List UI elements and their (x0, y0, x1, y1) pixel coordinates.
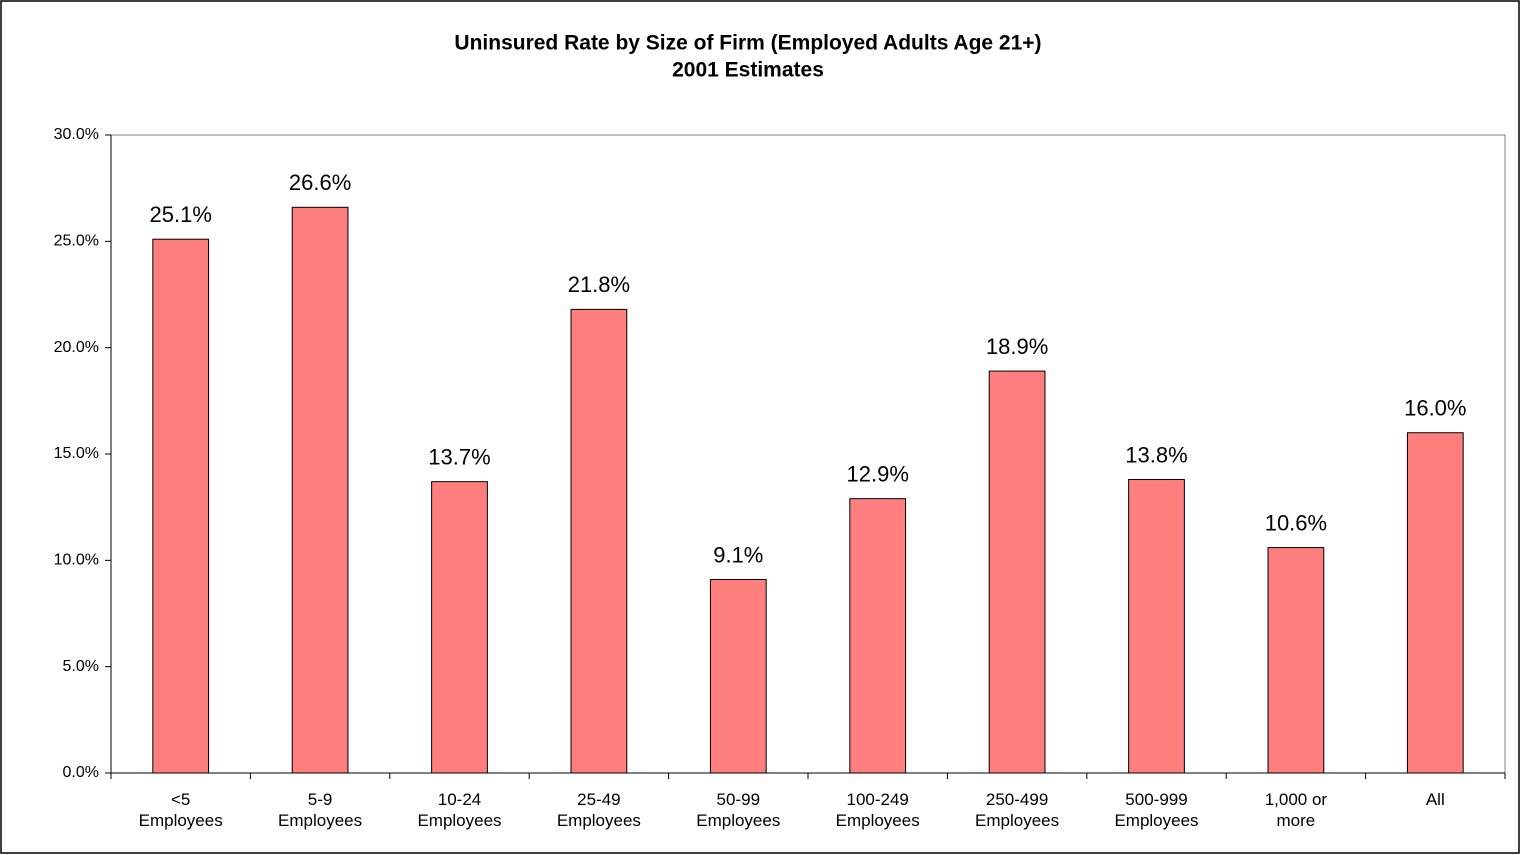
bar (1406, 432, 1464, 774)
y-tick-label: 30.0% (54, 126, 99, 143)
y-tick-label: 10.0% (54, 552, 99, 569)
chart-title: Uninsured Rate by Size of Firm (Employed… (454, 32, 1041, 55)
x-tick-label: 5-9 Employees (278, 790, 363, 830)
bar (849, 498, 907, 774)
x-tick-label: All (1425, 790, 1445, 809)
bar (709, 578, 767, 774)
x-tick-label: 25-49 Employees (556, 790, 641, 830)
data-label: 10.6% (1265, 510, 1327, 535)
x-tick-label: 50-99 Employees (696, 790, 781, 830)
x-tick-label: 1,000 or more (1264, 790, 1328, 830)
data-label: 25.1% (150, 202, 212, 227)
x-tick-label: 10-24 Employees (417, 790, 502, 830)
data-label: 13.8% (1125, 442, 1187, 467)
x-tick-label: 250-499 Employees (975, 790, 1060, 830)
data-label: 12.9% (847, 461, 909, 486)
y-tick-label: 15.0% (54, 445, 99, 462)
data-label: 9.1% (713, 542, 763, 567)
bar (291, 206, 349, 774)
y-tick-label: 20.0% (54, 339, 99, 356)
y-tick-label: 0.0% (63, 764, 99, 781)
chart-subtitle: 2001 Estimates (672, 59, 824, 82)
x-tick-label: <5 Employees (138, 790, 223, 830)
bar (988, 370, 1046, 774)
bar (152, 238, 210, 774)
data-label: 18.9% (986, 334, 1048, 359)
data-label: 16.0% (1404, 396, 1466, 421)
bar (431, 481, 488, 774)
data-label: 21.8% (568, 272, 630, 297)
data-label: 26.6% (289, 170, 351, 195)
data-label: 13.7% (428, 444, 490, 469)
bar (570, 308, 628, 774)
bar (1128, 479, 1185, 774)
x-tick-label: 100-249 Employees (835, 790, 920, 830)
bar (1267, 547, 1325, 774)
y-tick-label: 5.0% (63, 658, 99, 675)
x-tick-label: 500-999 Employees (1114, 790, 1199, 830)
y-tick-label: 25.0% (54, 233, 99, 250)
